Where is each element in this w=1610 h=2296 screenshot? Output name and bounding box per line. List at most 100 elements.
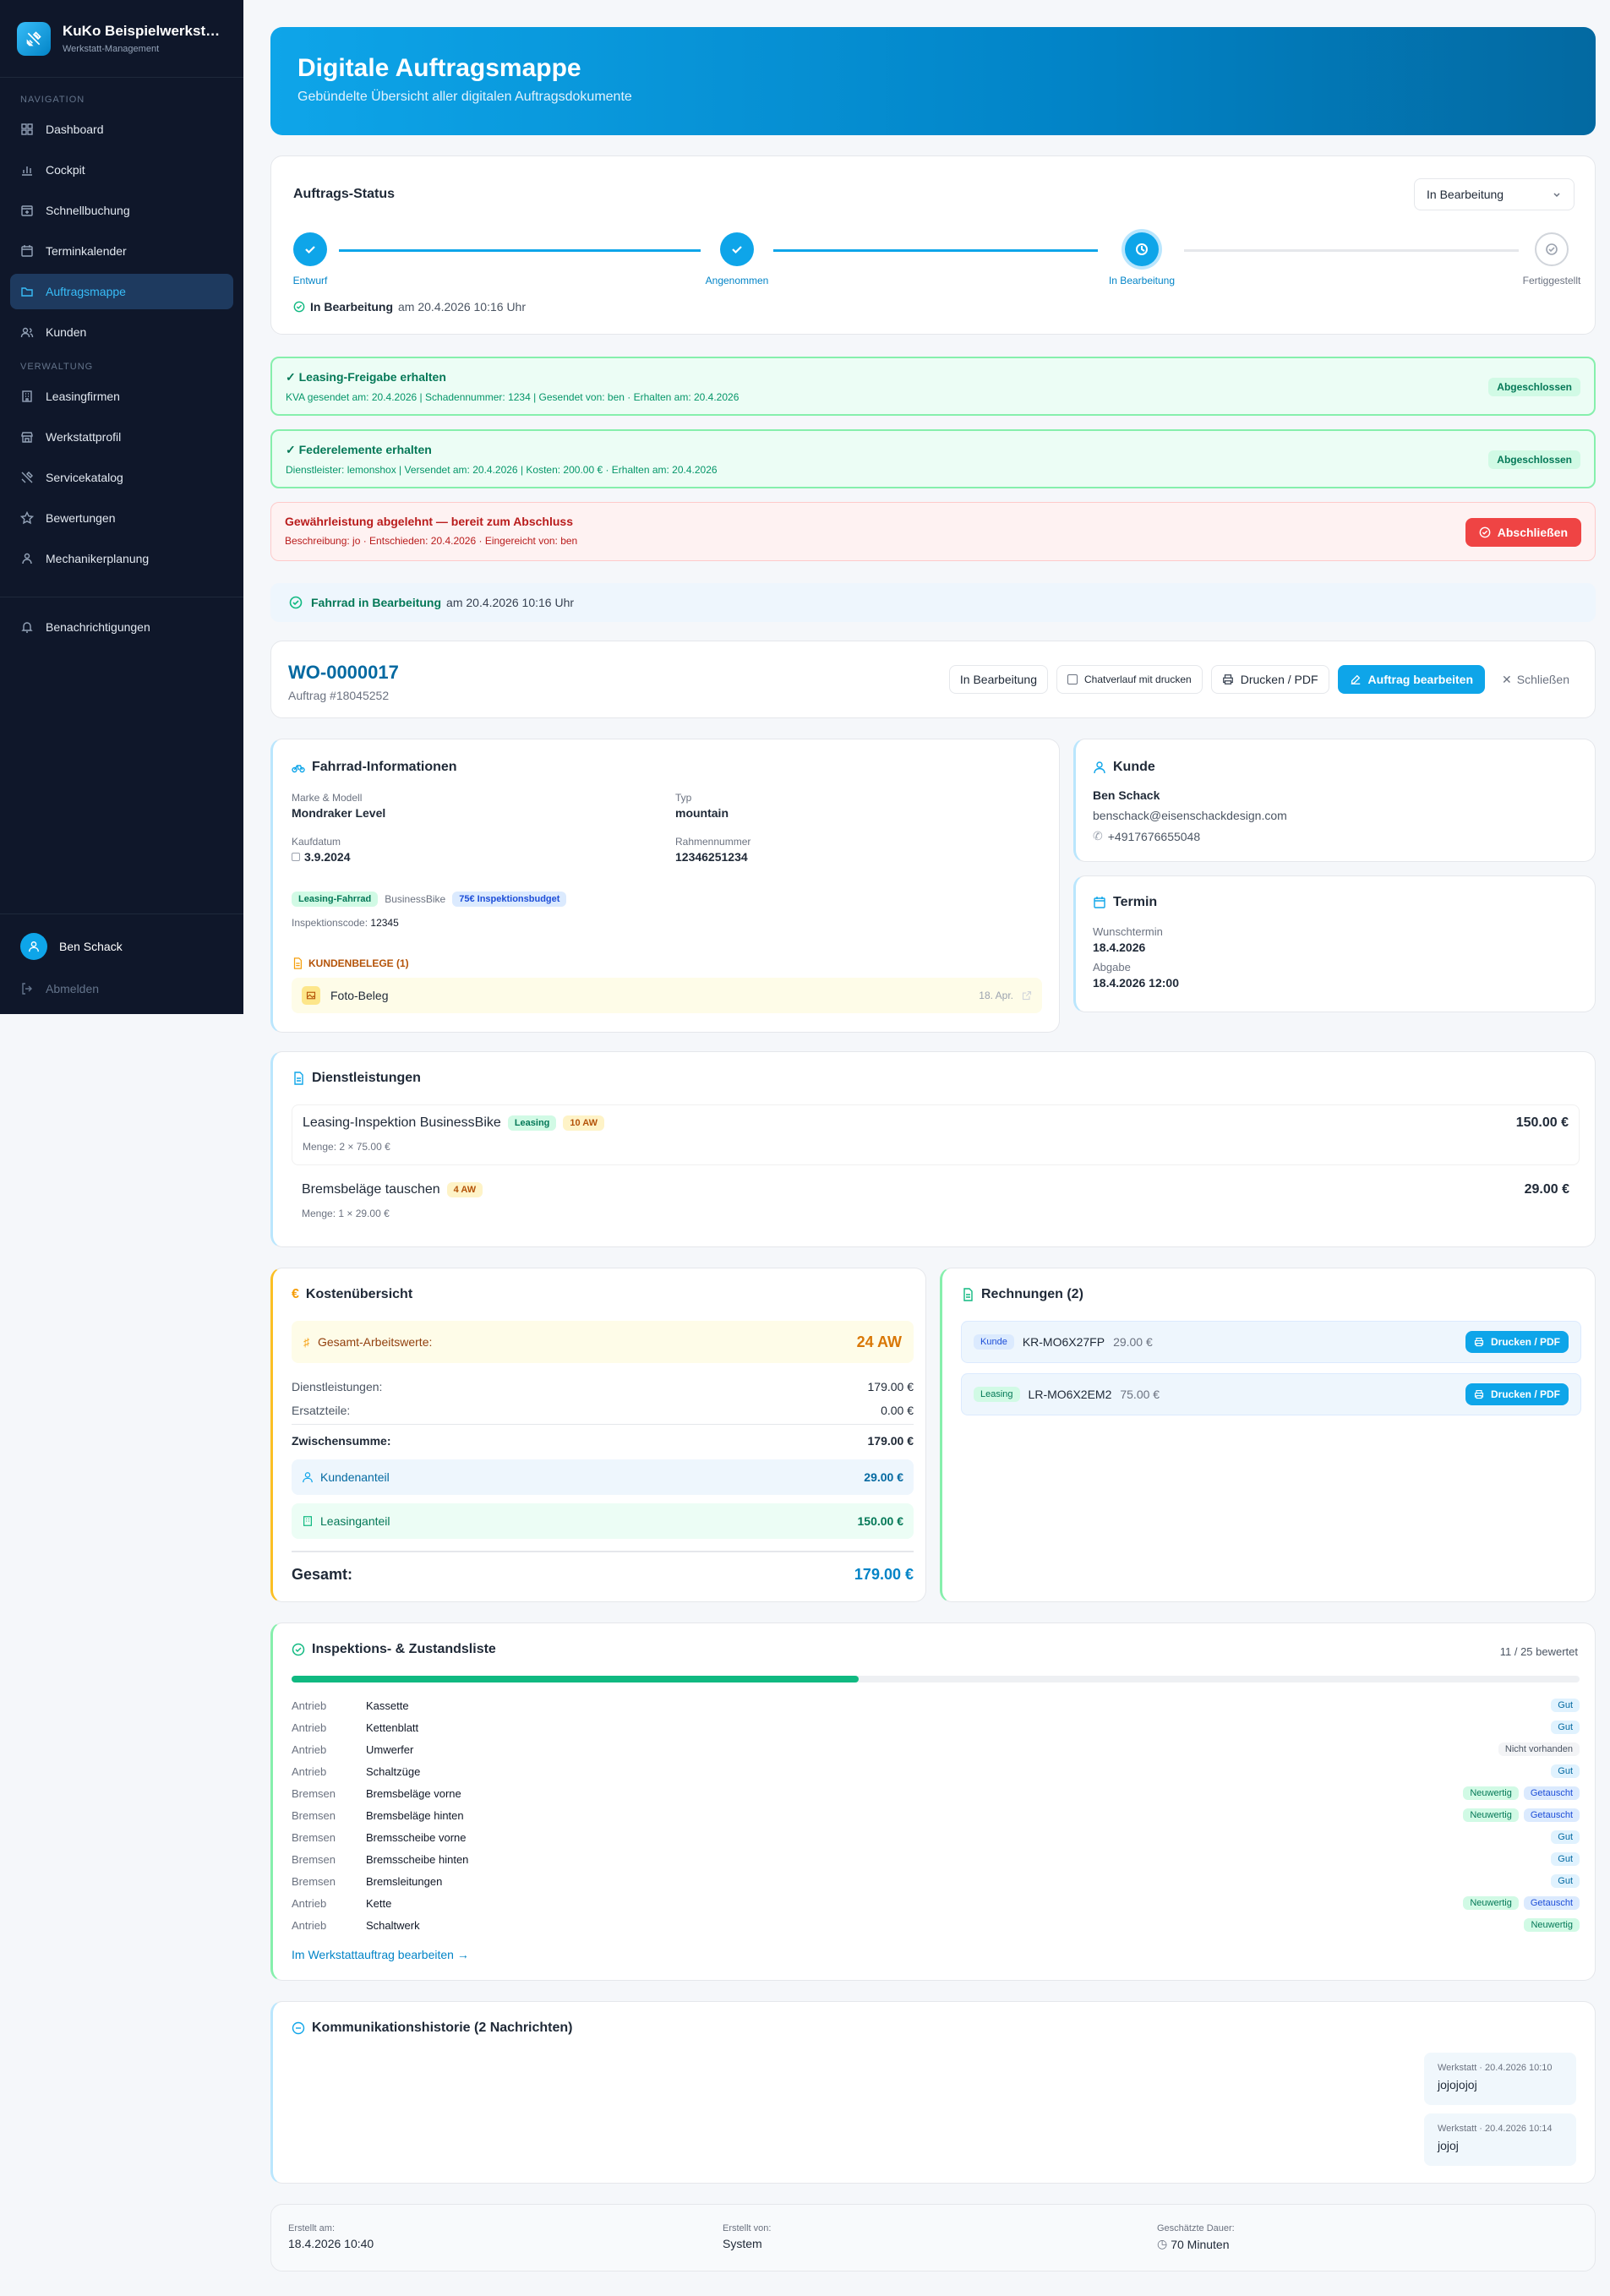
progress-line-done xyxy=(339,249,701,252)
inspection-row: Bremsen Bremsbeläge vorne Neuwertig Getausc… xyxy=(292,1782,1580,1804)
sidebar-item-cockpit[interactable]: Cockpit xyxy=(10,152,233,188)
sidebar-item-auftragsmappe[interactable]: Auftragsmappe xyxy=(10,274,233,309)
status-current-time: am 20.4.2026 10:16 Uhr xyxy=(398,300,527,314)
customer-share-label: Kundenanteil xyxy=(302,1470,390,1484)
inspection-item: Bremsscheibe vorne xyxy=(366,1830,467,1844)
step-fertiggestellt: Fertiggestellt xyxy=(1514,232,1590,286)
invoice-print-button[interactable]: Drucken / PDF xyxy=(1465,1331,1569,1353)
sidebar-item-label: Mechanikerplanung xyxy=(46,552,150,565)
bike-info-title: Fahrrad-Informationen xyxy=(292,760,457,775)
status-badge: Abgeschlossen xyxy=(1488,450,1580,469)
condition-badge: Getauscht xyxy=(1523,1896,1580,1910)
status-select-value: In Bearbeitung xyxy=(1427,188,1504,201)
inspection-row: Antrieb Kette Neuwertig Getauscht xyxy=(292,1892,1580,1914)
calendar-icon xyxy=(21,245,33,257)
customer-phone[interactable]: ✆ +4917676655048 xyxy=(1093,829,1201,843)
receipt-item[interactable]: Foto-Beleg 18. Apr. xyxy=(292,978,1042,1013)
invoice-amount: 75.00 € xyxy=(1120,1388,1160,1401)
status-title: Auftrags-Status xyxy=(293,187,396,201)
sidebar-item-werkstattprofil[interactable]: Werkstattprofil xyxy=(10,419,233,455)
service-name: Bremsbeläge tauschen 4 AW xyxy=(302,1182,483,1197)
status-button[interactable]: In Bearbeitung xyxy=(948,665,1048,694)
costs-card: € Kostenübersicht ♯ Gesamt-Arbeitswerte: … xyxy=(270,1268,926,1602)
sidebar-item-terminkalender[interactable]: Terminkalender xyxy=(10,233,233,269)
estimated-duration: Geschätzte Dauer: ◷ 70 Minuten xyxy=(1157,2223,1235,2251)
customer-title: Kunde xyxy=(1093,760,1155,775)
check-circle-icon xyxy=(1479,526,1491,538)
inspection-item: Bremsscheibe hinten xyxy=(366,1852,469,1866)
bike-model: Marke & Modell Mondraker Level xyxy=(292,792,385,820)
banner-title: Gewährleistung abgelehnt — bereit zum Ab… xyxy=(285,515,573,528)
check-circle-icon xyxy=(293,301,305,313)
print-label: Drucken / PDF xyxy=(1240,673,1318,686)
bike-type: Typ mountain xyxy=(675,792,729,820)
brand: KuKo Beispielwerkst… Werkstatt-Managemen… xyxy=(0,0,243,78)
sidebar-item-bewertungen[interactable]: Bewertungen xyxy=(10,500,233,536)
banner-subtitle: Dienstleister: lemonshox | Versendet am:… xyxy=(286,464,718,476)
brand-title: KuKo Beispielwerkst… xyxy=(63,23,221,39)
service-qty: Menge: 1 × 29.00 € xyxy=(302,1208,390,1219)
inspection-category: Bremsen xyxy=(292,1852,336,1866)
invoice-print-button[interactable]: Drucken / PDF xyxy=(1465,1383,1569,1405)
sidebar-item-mechanikerplanung[interactable]: Mechanikerplanung xyxy=(10,541,233,576)
condition-badge: Neuwertig xyxy=(1463,1896,1519,1910)
sidebar-item-servicekatalog[interactable]: Servicekatalog xyxy=(10,460,233,495)
edit-order-label: Auftrag bearbeiten xyxy=(1367,673,1473,686)
progress-line-pending xyxy=(1184,249,1519,252)
user-icon xyxy=(303,1472,313,1483)
print-button[interactable]: Drucken / PDF xyxy=(1210,665,1329,694)
invoice-icon xyxy=(963,1288,973,1301)
step-in-bearbeitung: In Bearbeitung xyxy=(1100,232,1184,286)
inspection-tags: Gut xyxy=(1551,1699,1580,1712)
message-header: Werkstatt · 20.4.2026 10:14 xyxy=(1438,2124,1553,2134)
step-angenommen: Angenommen xyxy=(701,232,773,286)
condition-badge: Gut xyxy=(1551,1852,1580,1866)
aw-tag: 10 AW xyxy=(563,1115,604,1131)
field-label: Erstellt am: xyxy=(288,2223,336,2233)
logout-label: Abmelden xyxy=(46,982,100,995)
inspection-item: Bremsleitungen xyxy=(366,1874,443,1888)
wish-date: Wunschtermin 18.4.2026 xyxy=(1093,925,1163,954)
bike-icon xyxy=(292,765,305,773)
cost-row: Dienstleistungen: 179.00 € xyxy=(292,1380,914,1393)
sidebar-item-benachrichtigungen[interactable]: Benachrichtigungen xyxy=(10,609,233,645)
condition-badge: Neuwertig xyxy=(1524,1918,1580,1932)
invoice-type: Leasing xyxy=(974,1387,1020,1402)
close-button[interactable]: ✕ Schließen xyxy=(1493,673,1578,687)
inspection-progress-fill xyxy=(292,1676,859,1682)
inspection-item: Schaltwerk xyxy=(366,1918,420,1932)
brand-subtitle: Werkstatt-Management xyxy=(63,44,160,54)
sidebar-item-schnellbuchung[interactable]: Schnellbuchung xyxy=(10,193,233,228)
sidebar-item-leasingfirmen[interactable]: Leasingfirmen xyxy=(10,379,233,414)
close-order-label: Abschließen xyxy=(1497,526,1568,539)
invoice-amount: 29.00 € xyxy=(1113,1335,1153,1349)
inspection-tags: Gut xyxy=(1551,1830,1580,1844)
inspection-tags: Gut xyxy=(1551,1852,1580,1866)
clock-icon: ◷ xyxy=(1157,2237,1168,2250)
inspection-item: Bremsbeläge hinten xyxy=(366,1808,464,1822)
condition-badge: Gut xyxy=(1551,1874,1580,1888)
field-label: Marke & Modell xyxy=(292,792,363,804)
page-title: Digitale Auftragsmappe xyxy=(297,54,581,82)
external-link-icon[interactable] xyxy=(1022,990,1032,1001)
phone-icon: ✆ xyxy=(1093,829,1103,843)
field-label: Wunschtermin xyxy=(1093,925,1163,938)
inspection-progress xyxy=(292,1676,1580,1682)
edit-order-button[interactable]: Auftrag bearbeiten xyxy=(1337,665,1485,694)
leasing-tag: Leasing xyxy=(507,1115,557,1131)
condition-badge: Gut xyxy=(1551,1721,1580,1734)
sidebar-item-label: Dashboard xyxy=(46,123,104,136)
close-order-button[interactable]: Abschließen xyxy=(1465,518,1581,547)
aw-total-label: ♯ Gesamt-Arbeitswerte: xyxy=(303,1335,433,1349)
status-select[interactable]: In Bearbeitung xyxy=(1414,178,1575,210)
customer-email[interactable]: benschack@eisenschackdesign.com xyxy=(1093,809,1287,822)
chat-print-checkbox[interactable]: Chatverlauf mit drucken xyxy=(1056,665,1203,694)
inspection-category: Antrieb xyxy=(292,1742,327,1756)
inspection-row: Antrieb Kettenblatt Gut xyxy=(292,1716,1580,1738)
user-name: Ben Schack xyxy=(59,940,123,953)
sidebar-item-kunden[interactable]: Kunden xyxy=(10,314,233,350)
logout-button[interactable]: Abmelden xyxy=(10,975,233,1002)
user-profile[interactable]: Ben Schack xyxy=(10,926,233,967)
inspection-edit-link[interactable]: Im Werkstattauftrag bearbeiten → xyxy=(292,1948,469,1961)
sidebar-item-dashboard[interactable]: Dashboard xyxy=(10,112,233,147)
